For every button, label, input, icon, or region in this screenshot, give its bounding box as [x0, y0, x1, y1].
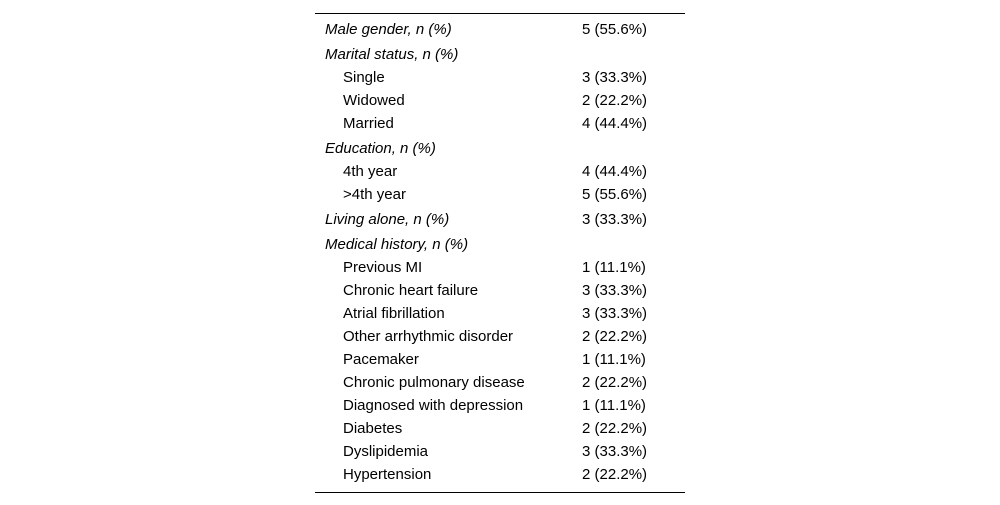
row-value: 2 (22.2%): [582, 328, 648, 345]
table-row: Male gender, n (%) 5 (55.6%): [315, 18, 685, 41]
table-row: Widowed 2 (22.2%): [315, 89, 685, 112]
table-row: Atrial fibrillation 3 (33.3%): [315, 302, 685, 325]
row-value: 2 (22.2%): [582, 466, 648, 483]
table-row: Education, n (%): [315, 137, 685, 160]
row-value: 2 (22.2%): [582, 374, 648, 391]
row-value: 5 (55.6%): [582, 186, 648, 203]
row-label: Male gender, n (%): [325, 21, 452, 38]
row-value: 4 (44.4%): [582, 115, 648, 132]
row-value: 3 (33.3%): [582, 69, 648, 86]
row-value: 3 (33.3%): [582, 282, 648, 299]
row-label: Pacemaker: [343, 351, 419, 368]
row-label: Living alone, n (%): [325, 211, 450, 228]
row-label: Hypertension: [343, 466, 432, 483]
row-label: Dyslipidemia: [343, 443, 429, 460]
row-value: 1 (11.1%): [582, 397, 646, 414]
table-row: Diabetes 2 (22.2%): [315, 417, 685, 440]
row-label: Single: [343, 69, 385, 86]
row-value: 2 (22.2%): [582, 92, 648, 109]
row-value: 3 (33.3%): [582, 211, 648, 228]
table-row: Marital status, n (%): [315, 43, 685, 66]
row-label: Married: [343, 115, 394, 132]
table-row: Single 3 (33.3%): [315, 66, 685, 89]
row-label: >4th year: [343, 186, 406, 203]
row-value: 5 (55.6%): [582, 21, 648, 38]
row-value: 4 (44.4%): [582, 163, 648, 180]
row-label: Chronic pulmonary disease: [343, 374, 525, 391]
table-row: Married 4 (44.4%): [315, 112, 685, 135]
table-row: Pacemaker 1 (11.1%): [315, 348, 685, 371]
table-row: Diagnosed with depression 1 (11.1%): [315, 394, 685, 417]
table-body: Male gender, n (%) 5 (55.6%) Marital sta…: [315, 18, 685, 486]
table-row: Hypertension 2 (22.2%): [315, 463, 685, 486]
table-row: Chronic heart failure 3 (33.3%): [315, 279, 685, 302]
table-row: Other arrhythmic disorder 2 (22.2%): [315, 325, 685, 348]
table-row: Previous MI 1 (11.1%): [315, 256, 685, 279]
row-label: Diagnosed with depression: [343, 397, 524, 414]
row-value: 3 (33.3%): [582, 305, 648, 322]
row-label: Atrial fibrillation: [343, 305, 445, 322]
table-row: Dyslipidemia 3 (33.3%): [315, 440, 685, 463]
row-value: 1 (11.1%): [582, 259, 646, 276]
table-row: Medical history, n (%): [315, 233, 685, 256]
characteristics-table: Male gender, n (%) 5 (55.6%) Marital sta…: [315, 13, 685, 493]
row-label: Previous MI: [343, 259, 423, 276]
row-label: 4th year: [343, 163, 398, 180]
row-label: Chronic heart failure: [343, 282, 479, 299]
row-value: 3 (33.3%): [582, 443, 648, 460]
row-label: Education, n (%): [325, 140, 436, 157]
row-label: Widowed: [343, 92, 405, 109]
table-row: 4th year 4 (44.4%): [315, 160, 685, 183]
row-label: Medical history, n (%): [325, 236, 469, 253]
table-row: Chronic pulmonary disease 2 (22.2%): [315, 371, 685, 394]
table-row: Living alone, n (%) 3 (33.3%): [315, 208, 685, 231]
table-row: >4th year 5 (55.6%): [315, 183, 685, 206]
row-label: Other arrhythmic disorder: [343, 328, 514, 345]
row-label: Diabetes: [343, 420, 403, 437]
row-label: Marital status, n (%): [325, 46, 459, 63]
row-value: 2 (22.2%): [582, 420, 648, 437]
row-value: 1 (11.1%): [582, 351, 646, 368]
